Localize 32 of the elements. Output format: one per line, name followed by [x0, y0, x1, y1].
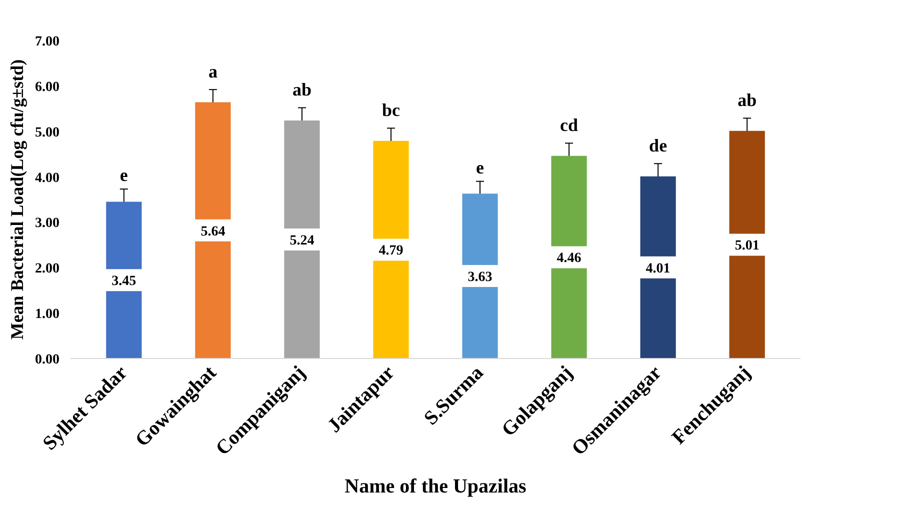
annotation: de — [649, 136, 668, 156]
data-label: 4.46 — [556, 251, 582, 266]
bar — [640, 176, 676, 358]
annotation: e — [120, 165, 128, 186]
annotation: cd — [560, 115, 578, 136]
data-label: 4.79 — [378, 244, 404, 259]
annotation: ab — [292, 80, 312, 100]
y-axis-title: Mean Bacterial Load(Log cfu/g±std) — [7, 59, 27, 340]
y-tick-label: 3.00 — [35, 216, 60, 232]
y-tick-label: 6.00 — [35, 80, 60, 95]
y-tick-label: 4.00 — [35, 170, 60, 186]
y-tick-label: 5.00 — [35, 125, 60, 140]
y-tick-label: 1.00 — [35, 307, 60, 322]
bar — [729, 130, 765, 358]
data-label: 5.64 — [200, 224, 226, 240]
bar — [284, 120, 320, 358]
bar — [195, 102, 231, 358]
data-label: 3.45 — [112, 274, 136, 290]
y-tick-label: 2.00 — [35, 262, 60, 277]
x-axis-title: Name of the Upazilas — [344, 476, 527, 498]
data-label: 5.24 — [290, 233, 314, 248]
annotation: e — [476, 157, 484, 178]
bar — [373, 140, 409, 358]
data-label: 3.63 — [468, 270, 492, 286]
annotation: ab — [738, 90, 757, 110]
annotation: a — [208, 62, 218, 82]
data-label: 4.01 — [646, 261, 670, 276]
y-tick-label: 7.00 — [35, 34, 60, 50]
y-tick-label: 0.00 — [35, 352, 60, 368]
annotation: bc — [382, 100, 400, 120]
bar — [551, 156, 587, 358]
data-label: 5.01 — [734, 238, 760, 254]
